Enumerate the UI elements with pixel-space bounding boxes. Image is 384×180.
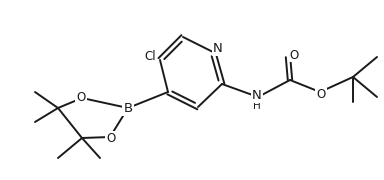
Text: O: O xyxy=(76,91,86,104)
Text: N: N xyxy=(213,42,223,55)
Text: N: N xyxy=(252,89,262,102)
Text: O: O xyxy=(106,132,116,145)
Text: Cl: Cl xyxy=(144,50,156,62)
Text: O: O xyxy=(290,48,299,62)
Text: O: O xyxy=(316,87,326,100)
Text: H: H xyxy=(253,101,261,111)
Text: B: B xyxy=(123,102,132,114)
